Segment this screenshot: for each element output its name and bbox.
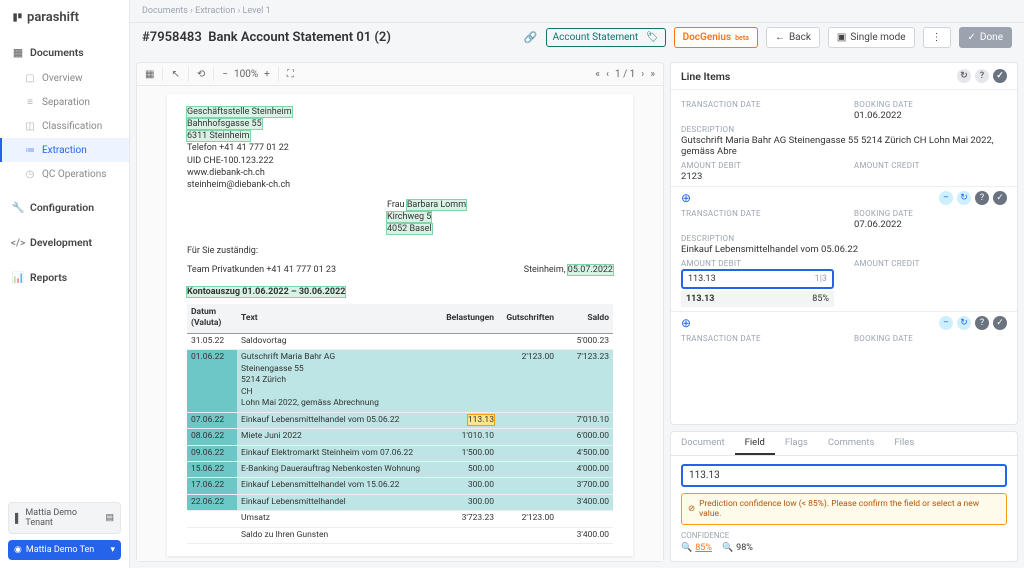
- zoom-in-icon[interactable]: +: [264, 69, 270, 80]
- cursor-icon[interactable]: ↖: [171, 69, 179, 80]
- next-page-icon[interactable]: ›: [641, 69, 644, 80]
- tab-flags[interactable]: Flags: [775, 432, 818, 455]
- tenant-selector[interactable]: ▌Mattia Demo Tenant▤: [8, 502, 121, 534]
- add-line-item[interactable]: ⊕: [681, 316, 691, 330]
- panel-action-2[interactable]: ?: [975, 69, 989, 83]
- table-row[interactable]: 08.06.22Miete Juni 20221'010.106'000.00: [187, 429, 613, 445]
- sidebar: parashift ▦Documents ▢Overview ≡Separati…: [0, 0, 130, 568]
- line-items-panel: Line Items ↻ ? ✓ TRANSACTION DATEBOOKING…: [670, 62, 1018, 425]
- nav-separation[interactable]: ≡Separation: [0, 90, 129, 114]
- tab-document[interactable]: Document: [671, 432, 735, 455]
- table-row[interactable]: Saldo zu Ihren Gunsten3'400.00: [187, 527, 613, 543]
- panel-action-1[interactable]: ↻: [957, 69, 971, 83]
- detail-panel: Document Field Flags Comments Files 113.…: [670, 431, 1018, 562]
- table-row[interactable]: 01.06.22Gutschrift Maria Bahr AGSteineng…: [187, 350, 613, 412]
- document-viewer: ▦ ↖ ⟲ − 100% + ⛶ « ‹ 1 / 1 › »: [136, 62, 664, 562]
- user-menu[interactable]: ◉ Mattia Demo Ten▾: [8, 540, 121, 560]
- panel-action-3[interactable]: ✓: [993, 69, 1007, 83]
- table-row[interactable]: 09.06.22Einkauf Elektromarkt Steinheim v…: [187, 445, 613, 461]
- add-line-item[interactable]: ⊕: [681, 191, 691, 205]
- zoom-level: 100%: [234, 69, 258, 80]
- statement-table: Datum (Valuta) Text Belastungen Gutschri…: [187, 304, 613, 545]
- nav-classification[interactable]: ◫Classification: [0, 114, 129, 138]
- viewer-toolbar: ▦ ↖ ⟲ − 100% + ⛶ « ‹ 1 / 1 › »: [137, 63, 663, 86]
- tab-files[interactable]: Files: [884, 432, 924, 455]
- nav-qc[interactable]: ◷QC Operations: [0, 162, 129, 186]
- prev-page-icon[interactable]: ‹: [606, 69, 609, 80]
- table-row[interactable]: Umsatz3'723.232'123.00: [187, 511, 613, 527]
- thumbnails-icon[interactable]: ▦: [145, 69, 154, 80]
- first-page-icon[interactable]: «: [595, 69, 600, 80]
- nav-configuration[interactable]: 🔧Configuration: [0, 194, 129, 221]
- panel-title: Line Items: [681, 70, 730, 83]
- table-row[interactable]: 17.06.22Einkauf Lebensmittelhandel vom 1…: [187, 478, 613, 494]
- rotate-icon[interactable]: ⟲: [197, 69, 205, 80]
- brand-icon: [12, 12, 23, 23]
- zoom-out-icon[interactable]: −: [222, 69, 228, 80]
- docgenius-button[interactable]: DocGeniusbeta: [674, 27, 758, 48]
- confidence-high[interactable]: 🔍 98%: [722, 543, 753, 553]
- fit-icon[interactable]: ⛶: [287, 69, 294, 80]
- tab-comments[interactable]: Comments: [818, 432, 885, 455]
- link-icon[interactable]: 🔗: [524, 31, 538, 44]
- table-row[interactable]: 22.06.22Einkauf Lebensmittelhandel300.00…: [187, 494, 613, 510]
- doc-title: #7958483 Bank Account Statement 01 (2): [142, 30, 516, 45]
- table-row[interactable]: 15.06.22E-Banking Dauerauftrag Nebenkost…: [187, 461, 613, 477]
- table-row[interactable]: 07.06.22Einkauf Lebensmittelhandel vom 0…: [187, 412, 613, 428]
- field-value-input[interactable]: 113.13: [681, 464, 1007, 487]
- last-page-icon[interactable]: »: [650, 69, 655, 80]
- page-indicator: 1 / 1: [615, 69, 635, 80]
- nav-overview[interactable]: ▢Overview: [0, 66, 129, 90]
- breadcrumb: Documents › Extraction › Level 1: [142, 6, 1012, 16]
- document-page[interactable]: Geschäftsstelle Steinheim Bahnhofsgasse …: [167, 94, 633, 556]
- doc-type-tag[interactable]: Account Statement🏷: [546, 28, 666, 47]
- single-mode-button[interactable]: ▣ Single mode: [828, 27, 915, 48]
- confidence-warning: ⊘ Prediction confidence low (< 85%). Ple…: [681, 493, 1007, 525]
- more-button[interactable]: ⋮: [923, 27, 951, 48]
- brand-logo: parashift: [0, 0, 129, 35]
- nav-development[interactable]: </>Development: [0, 229, 129, 256]
- line-item[interactable]: ⊕–↻?✓TRANSACTION DATEBOOKING DATE07.06.2…: [681, 186, 1007, 344]
- confidence-low[interactable]: 🔍 85%: [681, 543, 712, 553]
- amount-suggestion[interactable]: 113.1385%: [681, 291, 834, 307]
- back-button[interactable]: ← Back: [766, 27, 820, 48]
- line-item[interactable]: TRANSACTION DATEBOOKING DATE01.06.2022DE…: [681, 100, 1007, 182]
- nav-documents[interactable]: ▦Documents: [0, 39, 129, 66]
- tab-field[interactable]: Field: [735, 432, 775, 455]
- amount-input[interactable]: 113.131|3: [681, 269, 834, 289]
- nav-extraction[interactable]: ≔Extraction: [0, 138, 129, 162]
- nav-reports[interactable]: 📊Reports: [0, 264, 129, 291]
- table-row[interactable]: 31.05.22Saldovortag5'000.23: [187, 333, 613, 349]
- done-button[interactable]: ✓ Done: [959, 27, 1012, 48]
